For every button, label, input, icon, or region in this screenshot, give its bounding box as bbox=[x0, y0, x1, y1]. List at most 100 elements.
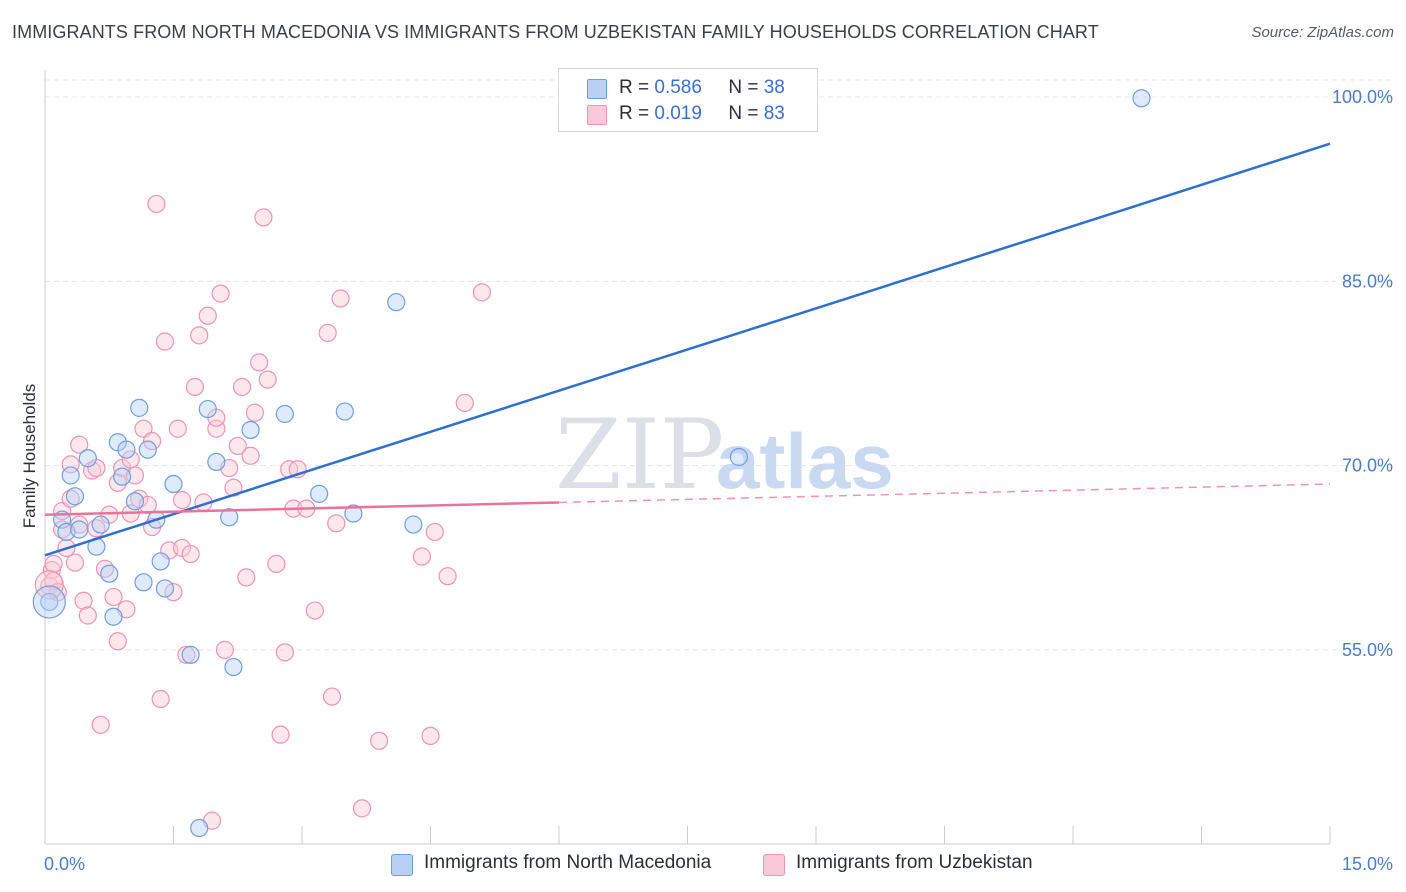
north-macedonia-point bbox=[104, 607, 123, 626]
uzbekistan-point bbox=[254, 208, 273, 227]
source-credit: Source: ZipAtlas.com bbox=[1251, 24, 1394, 41]
north-macedonia-point bbox=[344, 504, 363, 523]
north-macedonia-trend-line bbox=[44, 142, 1331, 557]
north-macedonia-point bbox=[130, 398, 149, 417]
uzbekistan-point bbox=[142, 431, 162, 451]
uzbekistan-point bbox=[74, 591, 93, 610]
bottom-legend-swatch-north-macedonia bbox=[391, 854, 413, 876]
uzbekistan-point bbox=[250, 353, 269, 372]
uzbekistan-point bbox=[425, 522, 444, 542]
north-macedonia-point bbox=[70, 520, 89, 539]
uzbekistan-point bbox=[198, 306, 217, 325]
uzbekistan-point bbox=[155, 332, 175, 351]
north-macedonia-point bbox=[198, 399, 217, 419]
axes bbox=[44, 70, 1331, 845]
uzbekistan-point bbox=[168, 419, 187, 438]
uzbekistan-point bbox=[305, 601, 324, 620]
n-label: N = bbox=[728, 77, 759, 98]
north-macedonia-point bbox=[190, 818, 209, 838]
north-macedonia-point bbox=[241, 420, 260, 440]
watermark-atlas: atlas bbox=[716, 417, 894, 505]
uzbekistan-point bbox=[241, 446, 260, 465]
north-macedonia-point bbox=[155, 579, 175, 598]
y-tick-label: 100.0% bbox=[1332, 87, 1393, 107]
uzbekistan-point bbox=[65, 553, 85, 572]
y-axis-label: Family Households bbox=[20, 384, 39, 529]
legend-row-uzbekistan: R = 0.019 N = 83 bbox=[619, 103, 785, 125]
grid-lines bbox=[45, 79, 1395, 651]
uzbekistan-point bbox=[147, 194, 166, 214]
uzbekistan-point bbox=[245, 403, 264, 422]
legend-row-north-macedonia: R = 0.586 N = 38 bbox=[619, 77, 785, 99]
legend-swatch-north-macedonia bbox=[587, 79, 607, 99]
uzbekistan-point bbox=[44, 554, 63, 573]
north-macedonia-point bbox=[387, 293, 406, 312]
north-macedonia-point bbox=[207, 452, 226, 472]
uzbekistan-point bbox=[421, 726, 440, 745]
watermark-zip: ZIP bbox=[555, 399, 724, 511]
north-macedonia-point bbox=[125, 492, 145, 511]
uzbekistan-point bbox=[151, 689, 170, 709]
uzbekistan-point bbox=[455, 393, 474, 413]
north-macedonia-point bbox=[220, 508, 239, 527]
bottom-legend-uzbekistan: Immigrants from Uzbekistan bbox=[796, 852, 1033, 873]
trend-lines bbox=[44, 142, 1331, 557]
north-macedonia-point bbox=[181, 645, 200, 664]
north-macedonia-point bbox=[224, 657, 243, 677]
uzbekistan-point bbox=[104, 587, 123, 607]
north-macedonia-point bbox=[117, 440, 136, 459]
n-label: N = bbox=[728, 103, 759, 124]
north-macedonia-point bbox=[78, 449, 97, 468]
uzbekistan-point bbox=[34, 570, 64, 600]
uzbekistan-point bbox=[267, 554, 286, 573]
north-macedonia-point bbox=[91, 515, 110, 534]
uzbekistan-point bbox=[185, 377, 205, 397]
uzbekistan-point bbox=[125, 466, 145, 485]
north-macedonia-point bbox=[729, 447, 749, 467]
uzbekistan-point bbox=[438, 567, 457, 586]
north-macedonia-point bbox=[310, 484, 329, 503]
north-macedonia-point bbox=[335, 402, 354, 421]
x-tick-label: 15.0% bbox=[1342, 854, 1393, 874]
north-macedonia-point bbox=[32, 585, 66, 619]
north-macedonia-point bbox=[164, 474, 183, 494]
north-macedonia-point bbox=[151, 552, 170, 571]
y-tick-label: 85.0% bbox=[1342, 271, 1393, 291]
north-macedonia-point bbox=[138, 440, 157, 459]
y-tick-label: 70.0% bbox=[1342, 456, 1393, 476]
north-macedonia-point bbox=[65, 487, 85, 506]
uzbekistan-point bbox=[322, 687, 342, 706]
uzbekistan-point bbox=[211, 284, 230, 303]
north-macedonia-point bbox=[1132, 89, 1151, 108]
uzbekistan-point bbox=[370, 731, 389, 750]
north-macedonia-point bbox=[275, 404, 294, 424]
uzbekistan-point bbox=[412, 547, 432, 566]
x-tick-labels: 0.0% 15.0% bbox=[44, 854, 1393, 874]
bottom-legend-swatch-uzbekistan bbox=[763, 854, 785, 876]
uzbekistan-point bbox=[177, 645, 196, 664]
uzbekistan-point bbox=[271, 725, 290, 744]
uzbekistan-trend-line bbox=[44, 501, 560, 516]
north-macedonia-point bbox=[100, 564, 119, 583]
uzbekistan-point bbox=[232, 377, 252, 397]
y-tick-label: 55.0% bbox=[1342, 640, 1393, 660]
chart-title: IMMIGRANTS FROM NORTH MACEDONIA VS IMMIG… bbox=[12, 22, 1099, 42]
r-value: 0.019 bbox=[654, 103, 702, 124]
uzbekistan-point bbox=[181, 544, 200, 564]
north-macedonia-point bbox=[404, 515, 423, 534]
north-macedonia-point bbox=[134, 573, 153, 592]
r-label: R = bbox=[619, 77, 650, 98]
uzbekistan-point bbox=[258, 370, 277, 389]
uzbekistan-point bbox=[108, 632, 127, 651]
legend-swatch-uzbekistan bbox=[587, 105, 607, 125]
uzbekistan-points bbox=[34, 194, 491, 830]
y-tick-labels: 55.0% 70.0% 85.0% 100.0% bbox=[1332, 87, 1393, 660]
uzbekistan-point bbox=[91, 715, 110, 734]
uzbekistan-point bbox=[70, 435, 89, 454]
north-macedonia-point bbox=[112, 467, 132, 486]
n-value: 38 bbox=[763, 77, 785, 98]
x-tick-label: 0.0% bbox=[44, 854, 85, 874]
bottom-legend-north-macedonia: Immigrants from North Macedonia bbox=[424, 852, 712, 873]
uzbekistan-point bbox=[134, 419, 153, 438]
